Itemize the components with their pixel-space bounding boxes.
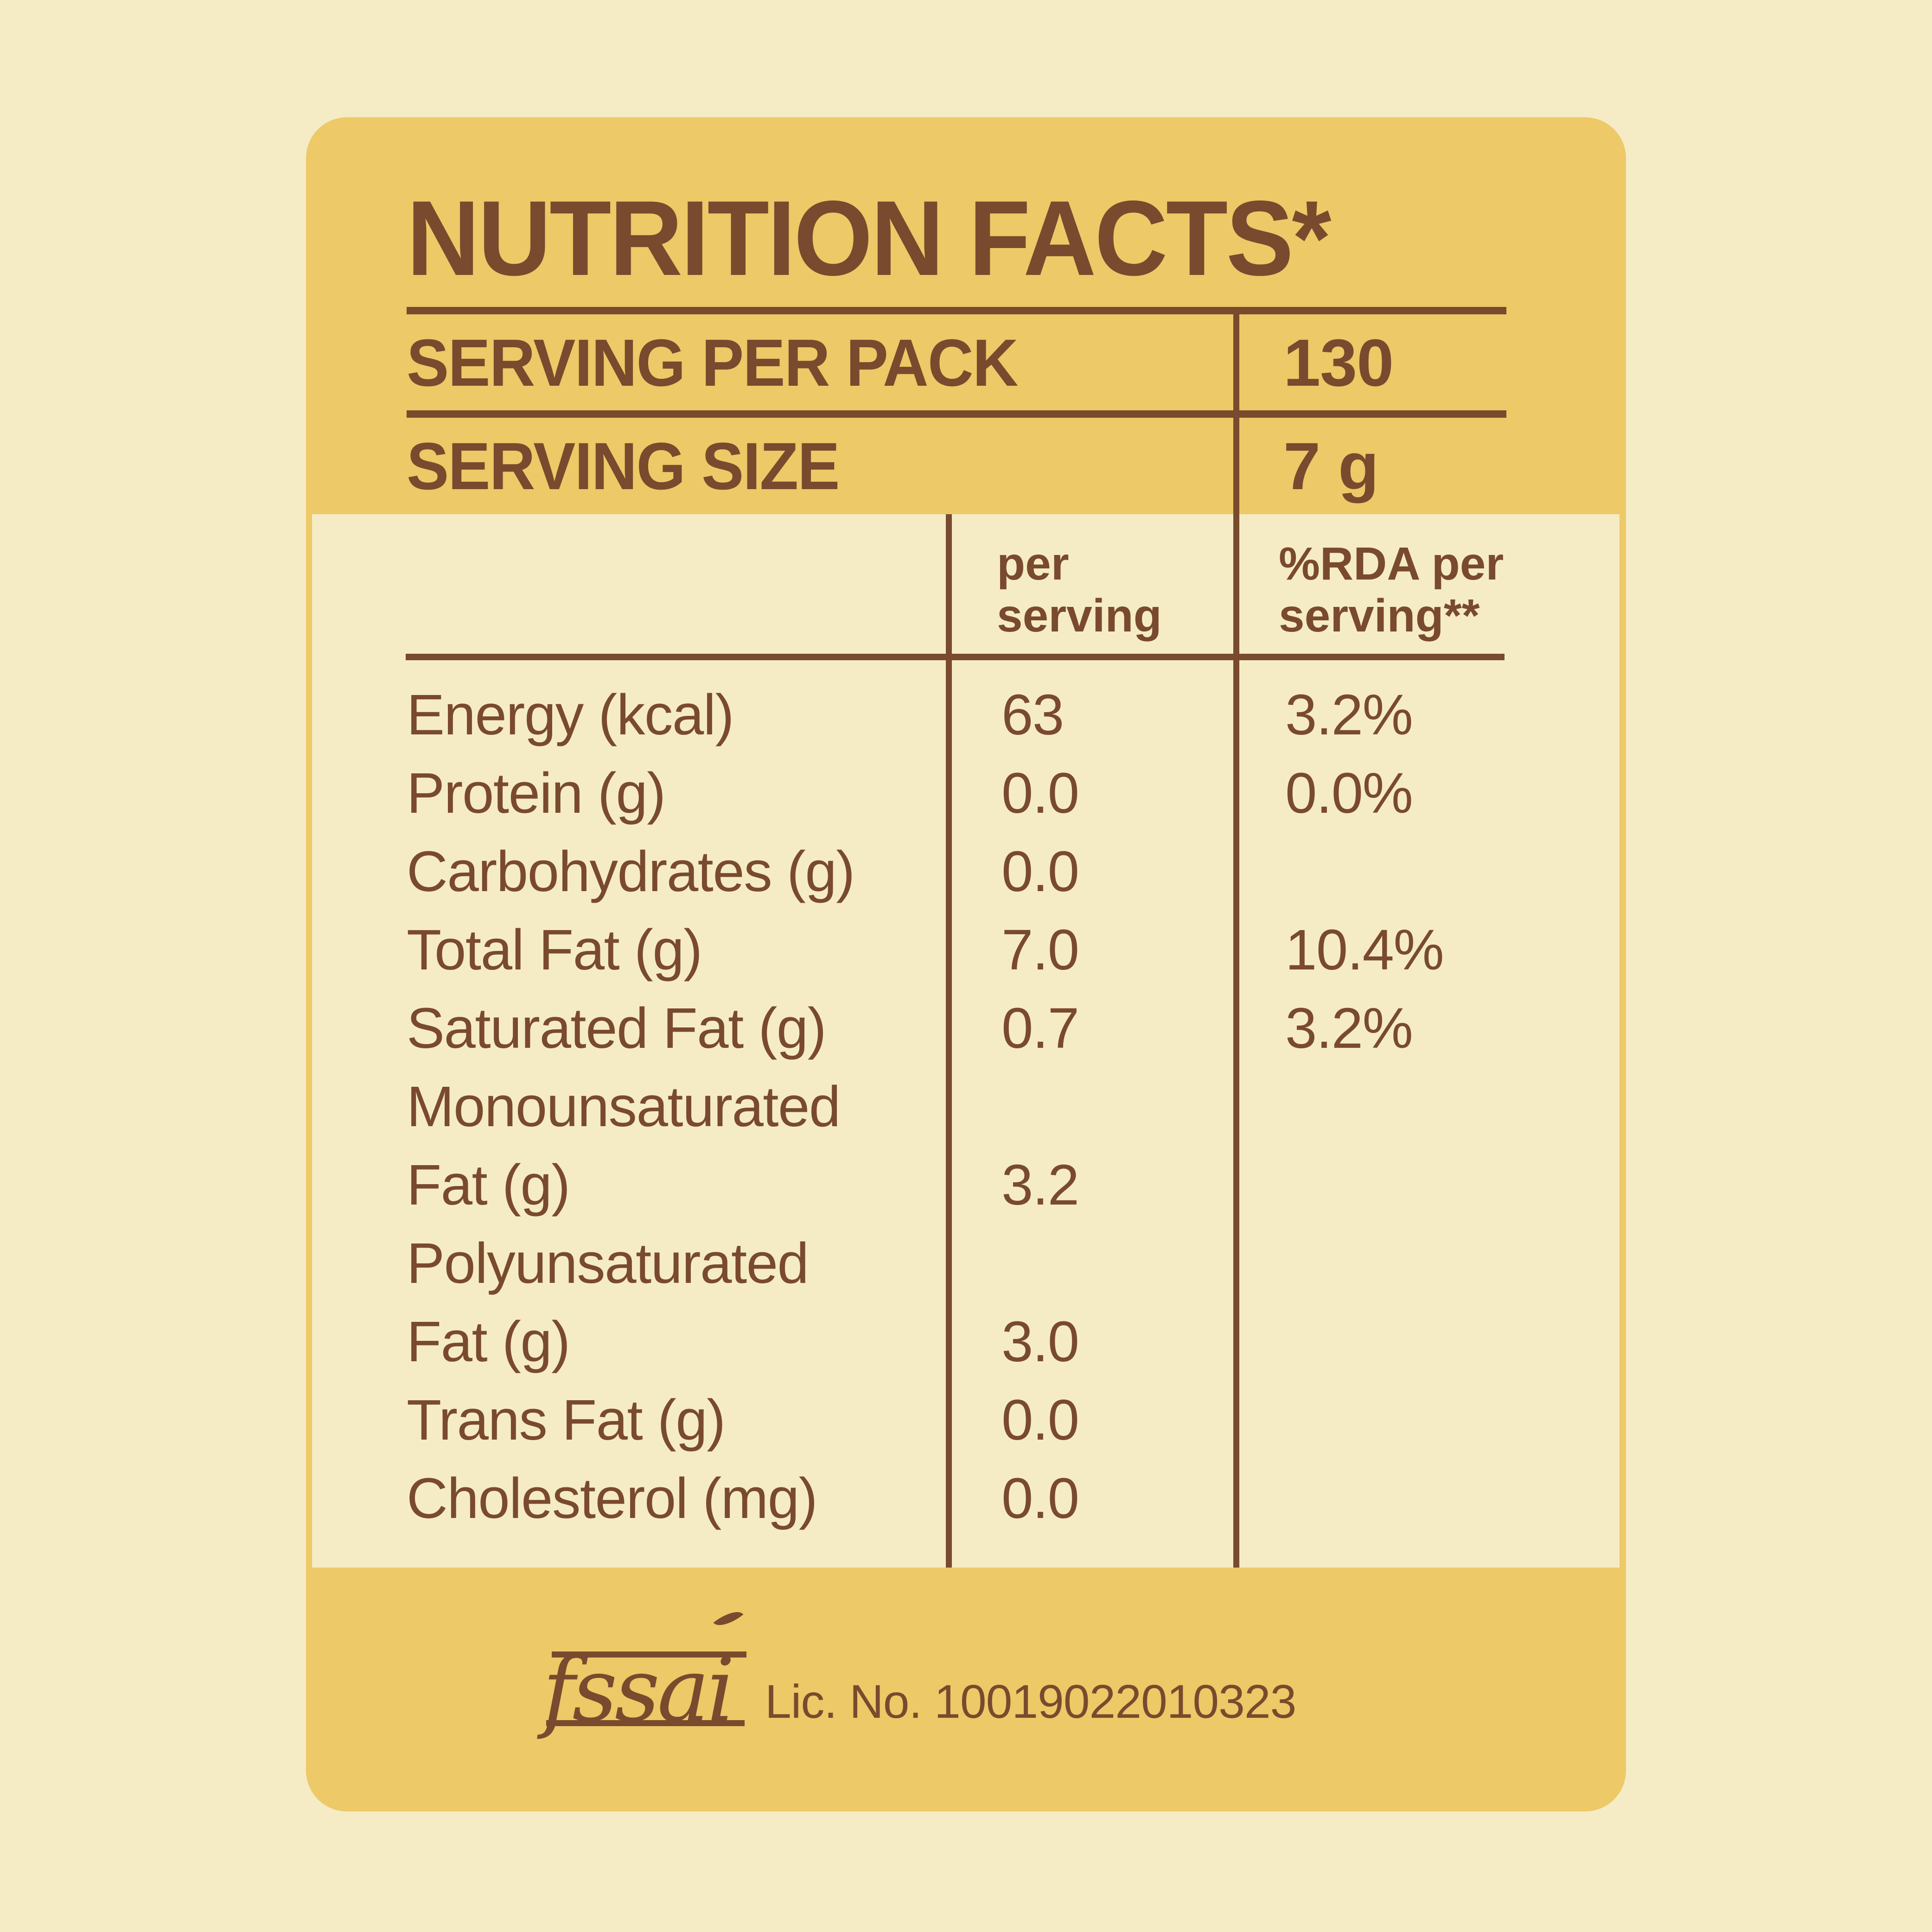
nutrient-label: Energy (kcal)	[407, 683, 734, 747]
per-serving-value: 0.0	[1001, 1389, 1079, 1452]
nutrient-label: Saturated Fat (g)	[407, 997, 827, 1060]
serving-size-label: SERVING SIZE	[407, 429, 840, 504]
nutrition-table-panel	[312, 514, 1620, 1568]
nutrient-label: Carbohydrates (g)	[407, 840, 855, 904]
nutrient-label: Fat (g)	[407, 1310, 570, 1374]
serving-per-pack-value: 130	[1283, 325, 1394, 400]
serving-size-value: 7 g	[1283, 429, 1379, 504]
per-serving-value: 3.2	[1001, 1154, 1079, 1217]
per-serving-column-header: per serving	[997, 538, 1162, 642]
fssai-logo-top-bar	[552, 1651, 746, 1658]
per-serving-value: 0.0	[1001, 840, 1079, 904]
nutrient-label: Monounsaturated	[407, 1075, 841, 1139]
rda-value	[1285, 1224, 1443, 1303]
per-serving-value	[1001, 1224, 1079, 1303]
per-serving-value: 0.0	[1001, 762, 1079, 825]
per-serving-value-column: 63 0.0 0.0 7.0 0.7 3.2 3.0 0.0 0.0	[1001, 676, 1079, 1538]
rda-value: 10.4%	[1285, 918, 1444, 982]
rda-value	[1285, 1381, 1443, 1460]
rda-value	[1285, 1146, 1443, 1224]
nutrient-label: Polyunsaturated	[407, 1232, 809, 1295]
nutrient-label: Protein (g)	[407, 762, 666, 825]
column-header-divider	[406, 654, 1505, 660]
title-divider	[407, 307, 1506, 314]
nutrient-label: Cholesterol (mg)	[407, 1467, 818, 1530]
page-title: NUTRITION FACTS*	[407, 179, 1331, 298]
rda-column-header: %RDA per serving**	[1279, 538, 1504, 642]
per-serving-column-divider	[946, 514, 952, 1568]
nutrient-label: Fat (g)	[407, 1154, 570, 1217]
fssai-logo-underline	[546, 1720, 745, 1726]
rda-value	[1285, 1303, 1443, 1381]
rda-value: 0.0%	[1285, 762, 1413, 825]
rda-value	[1285, 833, 1443, 911]
per-serving-value	[1001, 1068, 1079, 1146]
rda-value	[1285, 1460, 1443, 1538]
serving-row-divider	[407, 410, 1506, 418]
per-serving-value: 0.0	[1001, 1467, 1079, 1530]
fssai-license-number: Lic. No. 10019022010323	[765, 1675, 1296, 1728]
per-serving-value: 7.0	[1001, 918, 1079, 982]
value-column-divider	[1233, 307, 1239, 1568]
rda-value	[1285, 1068, 1443, 1146]
per-serving-value: 0.7	[1001, 997, 1079, 1060]
nutrient-label: Trans Fat (g)	[407, 1389, 726, 1452]
rda-value-column: 3.2% 0.0% 10.4% 3.2%	[1285, 676, 1444, 1538]
nutrient-label: Total Fat (g)	[407, 918, 702, 982]
nutrient-label-column: Energy (kcal) Protein (g) Carbohydrates (g…	[407, 676, 855, 1538]
rda-value: 3.2%	[1285, 997, 1413, 1060]
rda-value: 3.2%	[1285, 683, 1413, 747]
per-serving-value: 63	[1001, 683, 1064, 747]
per-serving-value: 3.0	[1001, 1310, 1079, 1374]
serving-per-pack-label: SERVING PER PACK	[407, 325, 1019, 400]
